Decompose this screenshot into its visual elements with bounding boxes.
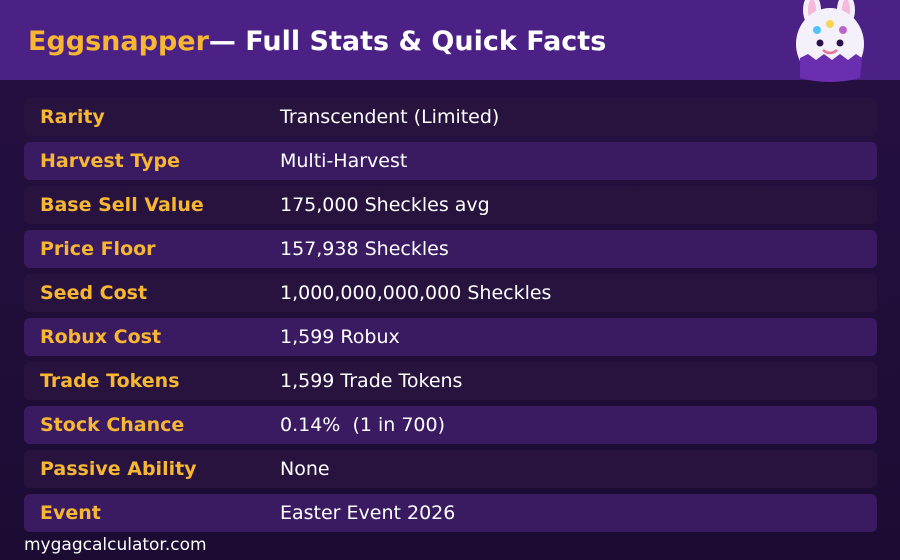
stat-row-passive-ability: Passive Ability None [24, 450, 877, 488]
stat-row-rarity: Rarity Transcendent (Limited) [24, 98, 877, 136]
stat-value: 175,000 Sheckles avg [280, 194, 490, 216]
bunny-egg-mascot-icon [796, 0, 864, 82]
stat-value: Easter Event 2026 [280, 502, 456, 524]
stat-value: 1,599 Robux [280, 326, 400, 348]
stat-label: Trade Tokens [40, 370, 180, 392]
stat-value: 1,000,000,000,000 Sheckles [280, 282, 552, 304]
stat-value: Multi-Harvest [280, 150, 408, 172]
stat-label: Rarity [40, 106, 105, 128]
stat-row-seed-cost: Seed Cost 1,000,000,000,000 Sheckles [24, 274, 877, 312]
stat-value: 1,599 Trade Tokens [280, 370, 463, 392]
stat-label: Seed Cost [40, 282, 148, 304]
stat-value: 157,938 Sheckles [280, 238, 449, 260]
stat-label: Robux Cost [40, 326, 162, 348]
stat-label: Event [40, 502, 101, 524]
stat-row-trade-tokens: Trade Tokens 1,599 Trade Tokens [24, 362, 877, 400]
stat-value: Transcendent (Limited) [280, 106, 500, 128]
stat-label: Price Floor [40, 238, 156, 260]
stat-row-robux-cost: Robux Cost 1,599 Robux [24, 318, 877, 356]
page-header: Eggsnapper— Full Stats & Quick Facts [0, 0, 900, 82]
title-item-name: Eggsnapper [28, 26, 209, 57]
stat-row-price-floor: Price Floor 157,938 Sheckles [24, 230, 877, 268]
stat-label: Passive Ability [40, 458, 197, 480]
stat-row-event: Event Easter Event 2026 [24, 494, 877, 532]
title-subtitle: — Full Stats & Quick Facts [208, 26, 607, 57]
stats-table: Rarity Transcendent (Limited) Harvest Ty… [24, 98, 877, 538]
site-watermark: mygagcalculator.com [24, 535, 207, 555]
stat-row-base-sell-value: Base Sell Value 175,000 Sheckles avg [24, 186, 877, 224]
stat-label: Base Sell Value [40, 194, 204, 216]
stat-row-stock-chance: Stock Chance 0.14% (1 in 700) [24, 406, 877, 444]
stat-label: Stock Chance [40, 414, 185, 436]
stat-label: Harvest Type [40, 150, 180, 172]
page-title: Eggsnapper— Full Stats & Quick Facts [28, 24, 606, 60]
stat-row-harvest-type: Harvest Type Multi-Harvest [24, 142, 877, 180]
stat-value: 0.14% (1 in 700) [280, 414, 446, 436]
stat-value: None [280, 458, 330, 480]
